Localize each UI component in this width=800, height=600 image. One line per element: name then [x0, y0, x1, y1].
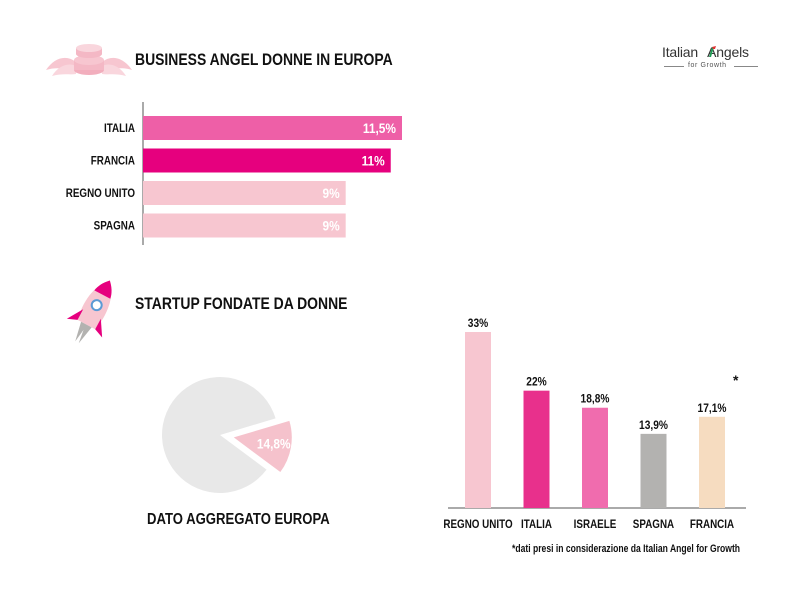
hbar-category-label: FRANCIA: [91, 155, 135, 168]
pie-slice-highlight: [233, 420, 292, 473]
hbar-2: [143, 181, 346, 205]
logo-divider-right: [734, 66, 758, 67]
vbar-category-label: SPAGNA: [633, 518, 674, 531]
logo-subtitle: for Growth: [688, 62, 727, 69]
vbar-category-label: FRANCIA: [690, 518, 734, 531]
hbar-value-label: 11,5%: [363, 120, 396, 136]
hbar-0: [143, 116, 402, 140]
startup-title: STARTUP FONDATE DA DONNE: [135, 294, 348, 313]
pie-slice-label: 14,8%: [257, 436, 291, 452]
business-angel-title: BUSINESS ANGEL DONNE IN EUROPA: [135, 50, 393, 69]
pie-caption: DATO AGGREGATO EUROPA: [147, 511, 330, 528]
footnote: *dati presi in considerazione da Italian…: [512, 543, 741, 555]
hbar-category-label: REGNO UNITO: [66, 187, 136, 200]
hbar-3: [143, 213, 346, 238]
vbar-value-label: 17,1%: [698, 402, 727, 415]
vbar-category-label: ITALIA: [521, 518, 552, 531]
vbar-value-label: 13,9%: [639, 419, 668, 432]
hbar-value-label: 9%: [322, 218, 340, 234]
vbar-2: [582, 407, 608, 508]
vbar-value-label: 18,8%: [581, 393, 610, 406]
winged-coins-icon: [46, 44, 132, 76]
vbar-category-label: ISRAELE: [574, 518, 617, 531]
vbar-1: [523, 390, 550, 508]
vbar-value-label: 22%: [526, 376, 546, 389]
hbar-category-label: ITALIA: [104, 122, 135, 135]
italian-angels-logo: Italian Angels for Growth: [662, 44, 762, 78]
vbar-value-label: 33%: [468, 317, 488, 330]
hbar-1: [143, 148, 391, 173]
europe-pie-chart: 14,8%: [162, 377, 292, 493]
vbar-4: [699, 416, 725, 508]
logo-text: Italian Angels: [662, 44, 749, 60]
hbar-value-label: 11%: [362, 153, 386, 169]
rocket-icon: [66, 280, 112, 344]
pie-slice-rest: [162, 377, 276, 493]
vbar-0: [465, 332, 491, 508]
vbar-3: [640, 433, 667, 508]
vbar-category-label: REGNO UNITO: [443, 518, 513, 531]
hbar-category-label: SPAGNA: [94, 220, 135, 233]
flag-icon: [709, 46, 716, 57]
hbar-value-label: 9%: [322, 185, 340, 201]
asterisk-note: *: [733, 372, 739, 388]
logo-divider-left: [664, 66, 684, 67]
